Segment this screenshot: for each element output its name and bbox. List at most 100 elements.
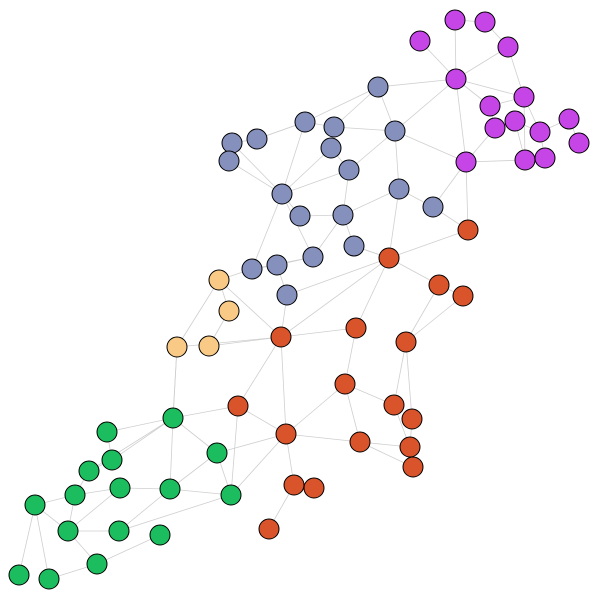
purple-node [497, 36, 519, 58]
graph-edge [237, 336, 282, 407]
blue-node [294, 111, 316, 133]
green-node [96, 421, 118, 443]
green-node [162, 407, 184, 429]
blue-node [276, 284, 298, 306]
blue-node [266, 254, 288, 276]
green-node [24, 494, 46, 516]
blue-node [422, 196, 444, 218]
purple-node [479, 95, 501, 117]
tan-node [198, 335, 220, 357]
blue-node [338, 159, 360, 181]
purple-node [513, 86, 535, 108]
purple-node [474, 11, 496, 33]
graph-edge [388, 188, 400, 259]
graph-edge [230, 405, 239, 496]
purple-node [445, 68, 467, 90]
graph-edge [281, 169, 350, 195]
graph-edge [394, 130, 467, 163]
graph-edge [118, 494, 232, 532]
orange-node [275, 423, 297, 445]
graph-edge [405, 284, 440, 343]
graph-edge [455, 78, 467, 163]
green-node [109, 477, 131, 499]
graph-edge [523, 96, 526, 161]
blue-node [367, 76, 389, 98]
blue-node [218, 150, 240, 172]
graph-edge [280, 336, 287, 435]
graph-edge [172, 405, 239, 419]
graph-edge [377, 78, 457, 88]
tan-node [218, 300, 240, 322]
graph-edge [34, 504, 50, 580]
graph-edge [218, 279, 282, 338]
blue-node [323, 116, 345, 138]
graph-edge [405, 341, 413, 420]
graph-edge [393, 341, 407, 406]
blue-node [221, 132, 243, 154]
graph-edge [285, 383, 346, 435]
blue-node [384, 120, 406, 142]
orange-node [258, 518, 280, 540]
orange-node [452, 285, 474, 307]
orange-node [399, 436, 421, 458]
blue-node [241, 258, 263, 280]
orange-node [402, 456, 424, 478]
orange-node [378, 247, 400, 269]
purple-node [529, 121, 551, 143]
graph-edge [176, 279, 220, 348]
orange-node [457, 219, 479, 241]
purple-node [534, 147, 556, 169]
orange-node [349, 431, 371, 453]
graph-edge [455, 78, 525, 98]
green-node [108, 520, 130, 542]
graph-edge [304, 86, 379, 123]
graph-edge [67, 487, 121, 532]
blue-node [271, 183, 293, 205]
nodes-layer [8, 9, 590, 590]
blue-node [302, 246, 324, 268]
graph-edge [172, 346, 178, 419]
graph-edge [251, 193, 283, 270]
orange-node [401, 408, 423, 430]
blue-node [289, 205, 311, 227]
orange-node [345, 317, 367, 339]
blue-node [343, 235, 365, 257]
graph-edge [280, 257, 390, 338]
orange-node [270, 326, 292, 348]
graph-edge [169, 417, 174, 490]
graph-edge [216, 433, 287, 454]
graph-edge [231, 142, 283, 195]
orange-node [395, 331, 417, 353]
green-node [220, 484, 242, 506]
green-node [38, 568, 60, 590]
orange-node [303, 477, 325, 499]
graph-edge [355, 257, 390, 329]
graph-edge [111, 417, 174, 461]
graph-edge [280, 327, 357, 338]
purple-node [409, 30, 431, 52]
blue-node [388, 178, 410, 200]
graph-edge [18, 504, 36, 576]
graph-edge [281, 147, 332, 195]
purple-node [455, 151, 477, 173]
green-node [8, 564, 30, 586]
tan-node [166, 336, 188, 358]
graph-edge [208, 336, 282, 347]
graph-edge [96, 534, 161, 565]
graph-edge [118, 488, 171, 532]
orange-node [334, 373, 356, 395]
orange-node [227, 395, 249, 417]
orange-node [383, 394, 405, 416]
graph-edge [285, 433, 361, 443]
graph-edge [388, 229, 469, 259]
orange-node [283, 474, 305, 496]
green-node [78, 460, 100, 482]
green-node [149, 524, 171, 546]
green-node [159, 478, 181, 500]
orange-node [428, 274, 450, 296]
tan-node [208, 269, 230, 291]
purple-node [558, 108, 580, 130]
graph-edge [394, 78, 457, 132]
graph-edge [405, 295, 464, 343]
